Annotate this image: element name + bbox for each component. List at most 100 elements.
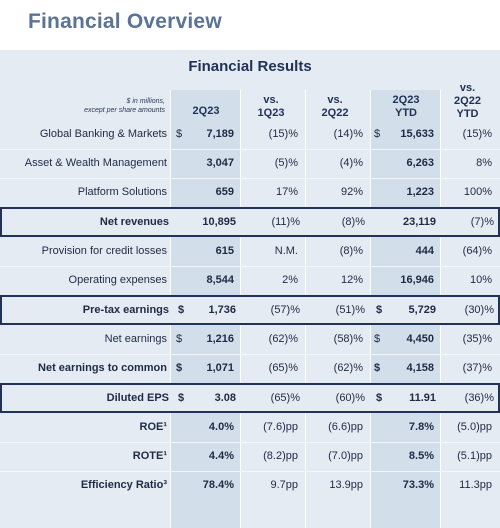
value-2q23: 3,047 xyxy=(206,157,234,169)
value-ytd: 444 xyxy=(415,245,434,257)
table-row: ROTE¹ 4.4% (8.2)pp (7.0)pp 8.5% (5.1)pp xyxy=(0,442,500,471)
table-row-highlighted: Net revenues 10,895 (11)% (8)% 23,119 (7… xyxy=(0,207,500,237)
value-2q23: 4.0% xyxy=(208,421,234,433)
change-vs-1q23: (8.2)pp xyxy=(263,450,298,462)
currency-symbol: $ xyxy=(374,128,381,140)
value-ytd: 1,223 xyxy=(406,186,434,198)
value-2q23: 1,736 xyxy=(208,304,236,316)
currency-symbol: $ xyxy=(374,333,381,345)
row-label: Net earnings xyxy=(104,333,167,345)
change-vs-ytd: 100% xyxy=(463,186,492,198)
change-vs-ytd: (36)% xyxy=(464,392,494,404)
header-vs-2q22: vs. 2Q22 xyxy=(305,94,365,120)
currency-symbol: $ xyxy=(176,128,183,140)
header-text: 2Q22 xyxy=(454,95,481,107)
change-vs-2q22: (51)% xyxy=(335,304,365,316)
table-row: Net earnings to common $ 1,071 (65)% (62… xyxy=(0,354,500,383)
header-text: vs. xyxy=(263,94,279,106)
value-2q23: 7,189 xyxy=(206,128,234,140)
currency-symbol: $ xyxy=(176,333,183,345)
row-label: Platform Solutions xyxy=(77,186,167,198)
row-label: Pre-tax earnings xyxy=(82,304,169,316)
header-text: YTD xyxy=(395,107,417,119)
change-vs-ytd: (5.0)pp xyxy=(457,421,492,433)
value-ytd: 4,450 xyxy=(406,333,434,345)
row-label: Global Banking & Markets xyxy=(39,128,167,140)
row-label: Operating expenses xyxy=(68,274,167,286)
units-note-line: $ in millions, xyxy=(126,98,165,105)
table-row: Net earnings $ 1,216 (62)% (58)% $ 4,450… xyxy=(0,325,500,354)
table-row: Provision for credit losses 615 N.M. (8)… xyxy=(0,237,500,266)
value-2q23: 1,216 xyxy=(206,333,234,345)
change-vs-2q22: (8)% xyxy=(339,245,363,257)
row-separator xyxy=(0,354,500,355)
row-label: Asset & Wealth Management xyxy=(24,157,167,169)
header-text: 2Q23 xyxy=(392,94,420,106)
value-ytd: 5,729 xyxy=(408,304,436,316)
units-note: $ in millions, except per share amounts xyxy=(20,97,165,115)
header-text: 2Q22 xyxy=(321,107,349,119)
table-row-highlighted: Pre-tax earnings $ 1,736 (57)% (51)% $ 5… xyxy=(0,295,500,325)
currency-symbol: $ xyxy=(374,362,381,374)
row-separator xyxy=(0,471,500,472)
table-title: Financial Results xyxy=(188,58,312,75)
value-2q23: 78.4% xyxy=(202,479,234,491)
table-row: Asset & Wealth Management 3,047 (5)% (4)… xyxy=(0,149,500,178)
change-vs-1q23: N.M. xyxy=(274,245,298,257)
header-2q23-ytd: 2Q23 YTD xyxy=(376,94,436,120)
header-text: 2Q23 xyxy=(192,105,220,117)
currency-symbol: $ xyxy=(376,304,383,316)
change-vs-2q22: 13.9pp xyxy=(329,479,363,491)
change-vs-1q23: 17% xyxy=(275,186,298,198)
table-row: Platform Solutions 659 17% 92% 1,223 100… xyxy=(0,178,500,207)
change-vs-ytd: (64)% xyxy=(462,245,492,257)
row-label: Efficiency Ratio³ xyxy=(80,479,167,491)
change-vs-1q23: (7.6)pp xyxy=(263,421,298,433)
table-row: Efficiency Ratio³ 78.4% 9.7pp 13.9pp 73.… xyxy=(0,471,500,500)
row-separator xyxy=(0,149,500,150)
header-text: vs. xyxy=(459,82,476,94)
change-vs-ytd: 10% xyxy=(469,274,492,286)
row-label: ROTE¹ xyxy=(132,450,167,462)
row-separator xyxy=(0,178,500,179)
change-vs-ytd: (15)% xyxy=(462,128,492,140)
header-vs-2q22-ytd: vs. 2Q22 YTD xyxy=(440,82,495,121)
change-vs-2q22: (58)% xyxy=(333,333,363,345)
page-title: Financial Overview xyxy=(28,10,222,33)
change-vs-2q22: (60)% xyxy=(335,392,365,404)
value-ytd: 4,158 xyxy=(406,362,434,374)
change-vs-2q22: (4)% xyxy=(339,157,363,169)
change-vs-2q22: (6.6)pp xyxy=(328,421,363,433)
table-row: Operating expenses 8,544 2% 12% 16,946 1… xyxy=(0,266,500,295)
change-vs-ytd: (37)% xyxy=(462,362,492,374)
row-label: ROE¹ xyxy=(139,421,168,433)
currency-symbol: $ xyxy=(176,362,183,374)
header-text: vs. xyxy=(327,94,343,106)
value-2q23: 3.08 xyxy=(214,392,236,404)
value-2q23: 8,544 xyxy=(206,274,234,286)
header-vs-1q23: vs. 1Q23 xyxy=(240,94,302,120)
change-vs-ytd: (7)% xyxy=(470,216,494,228)
change-vs-ytd: (5.1)pp xyxy=(457,450,492,462)
row-separator xyxy=(0,266,500,267)
value-ytd: 16,946 xyxy=(400,274,434,286)
table-row: Global Banking & Markets $ 7,189 (15)% (… xyxy=(0,120,500,149)
change-vs-1q23: (5)% xyxy=(274,157,298,169)
value-ytd: 11.91 xyxy=(409,392,436,404)
value-ytd: 73.3% xyxy=(402,479,434,491)
value-2q23: 1,071 xyxy=(206,362,234,374)
table-row: ROE¹ 4.0% (7.6)pp (6.6)pp 7.8% (5.0)pp xyxy=(0,413,500,442)
currency-symbol: $ xyxy=(178,392,185,404)
row-label: Net revenues xyxy=(99,216,169,228)
currency-symbol: $ xyxy=(376,392,383,404)
value-ytd: 6,263 xyxy=(406,157,434,169)
currency-symbol: $ xyxy=(178,304,185,316)
change-vs-1q23: (65)% xyxy=(268,362,298,374)
change-vs-2q22: (62)% xyxy=(333,362,363,374)
change-vs-ytd: (35)% xyxy=(462,333,492,345)
header-text: YTD xyxy=(456,108,479,120)
change-vs-1q23: (65)% xyxy=(270,392,300,404)
row-label: Diluted EPS xyxy=(106,392,169,404)
change-vs-1q23: 9.7pp xyxy=(270,479,298,491)
value-ytd: 15,633 xyxy=(400,128,434,140)
